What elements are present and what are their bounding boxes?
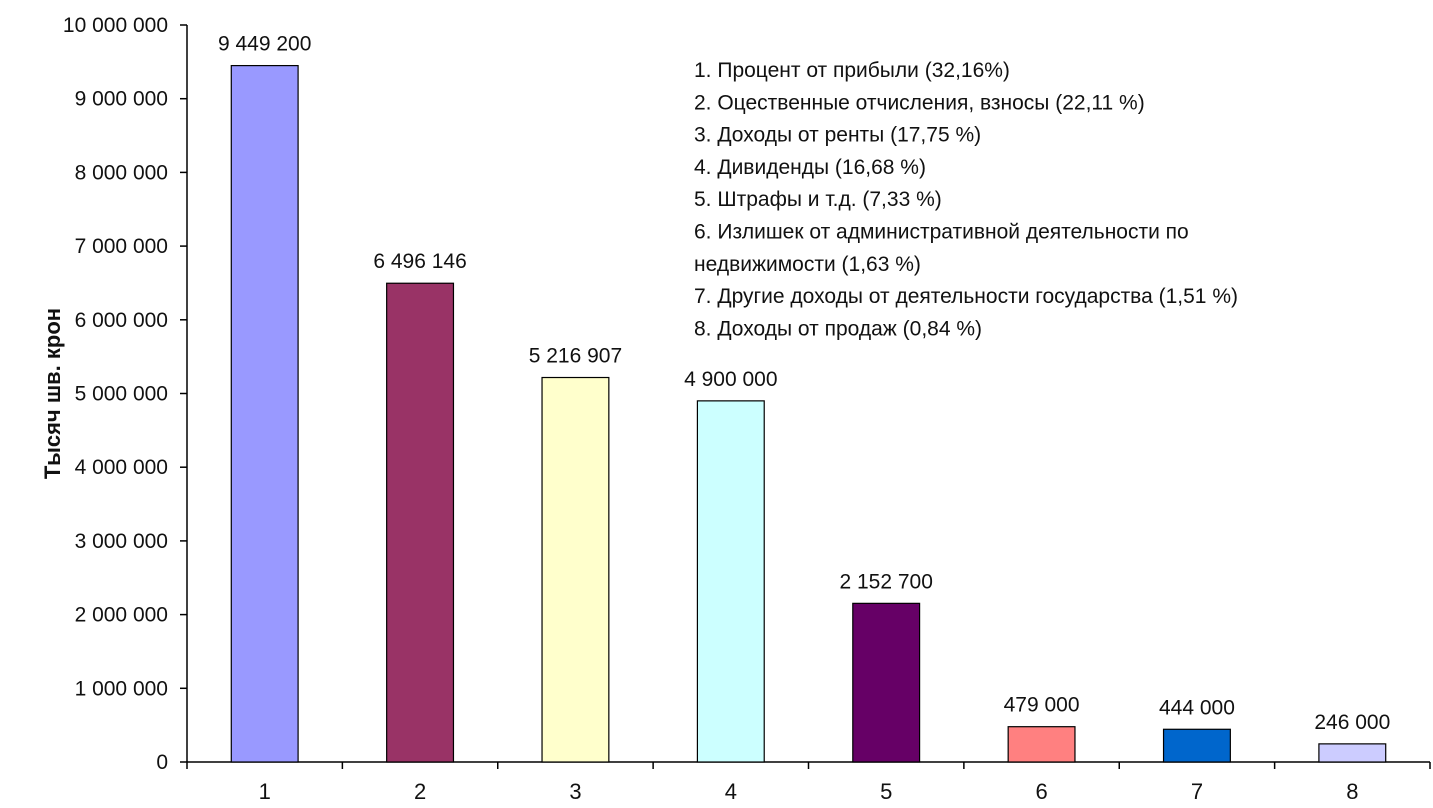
data-label: 246 000 — [1314, 711, 1390, 734]
data-label: 2 152 700 — [839, 570, 932, 593]
y-tick-label: 8 000 000 — [75, 161, 168, 184]
y-tick-label: 6 000 000 — [75, 309, 168, 332]
x-ticks: 1 2 3 4 5 6 7 8 — [186, 762, 1431, 804]
bar — [386, 282, 455, 763]
bars — [230, 64, 1387, 763]
data-label: 479 000 — [1004, 694, 1080, 717]
y-tick-label: 7 000 000 — [75, 235, 168, 258]
x-tick-label: 7 — [1191, 779, 1203, 804]
bar — [1162, 728, 1231, 763]
y-axis-title: Тысяч шв. крон — [40, 308, 65, 479]
y-tick-label: 5 000 000 — [75, 383, 168, 406]
legend-entry: 6. Излишек от административной деятельно… — [694, 221, 1189, 244]
x-tick-label: 2 — [414, 779, 426, 804]
data-label: 9 449 200 — [218, 33, 311, 56]
bar — [1318, 743, 1387, 763]
y-tick-label: 0 — [156, 751, 168, 774]
bar — [541, 376, 610, 763]
y-tick-label: 1 000 000 — [75, 677, 168, 700]
legend-entry: 4. Дивиденды (16,68 %) — [694, 156, 926, 179]
y-tick-label: 3 000 000 — [75, 530, 168, 553]
x-tick-label: 3 — [569, 779, 581, 804]
legend-entry: 1. Процент от прибыли (32,16%) — [694, 59, 1010, 82]
y-tick-label: 2 000 000 — [75, 604, 168, 627]
data-label: 4 900 000 — [684, 368, 777, 391]
x-tick-label: 5 — [880, 779, 892, 804]
legend-entry: 7. Другие доходы от деятельности государ… — [694, 285, 1238, 308]
y-tick-label: 10 000 000 — [63, 14, 168, 37]
legend: 1. Процент от прибыли (32,16%) 2. Оцестве… — [694, 59, 1238, 340]
x-tick-label: 4 — [725, 779, 737, 804]
legend-entry: 5. Штрафы и т.д. (7,33 %) — [694, 188, 942, 211]
data-label: 444 000 — [1159, 696, 1235, 719]
x-tick-label: 8 — [1346, 779, 1358, 804]
legend-entry: 3. Доходы от ренты (17,75 %) — [694, 124, 981, 147]
x-tick-label: 6 — [1035, 779, 1047, 804]
value-labels: 9 449 200 6 496 146 5 216 907 4 900 000 2 15… — [218, 33, 1390, 734]
legend-entry: недвижимости (1,63 %) — [694, 253, 921, 276]
data-label: 5 216 907 — [529, 345, 622, 368]
legend-entry: 8. Доходы от продаж (0,84 %) — [694, 317, 982, 340]
bar — [230, 64, 299, 763]
data-label: 6 496 146 — [373, 250, 466, 273]
y-tick-label: 9 000 000 — [75, 88, 168, 111]
bar — [852, 602, 921, 763]
bar — [696, 400, 765, 763]
y-tick-label: 4 000 000 — [75, 456, 168, 479]
y-ticks: 0 1 000 000 2 000 000 3 000 000 4 000 000 5 0… — [63, 14, 187, 774]
y-axis-title-group: Тысяч шв. крон — [40, 308, 65, 479]
legend-entry: 2. Оцественные отчисления, взносы (22,11… — [694, 91, 1145, 114]
bar — [1007, 726, 1076, 763]
x-tick-label: 1 — [259, 779, 271, 804]
